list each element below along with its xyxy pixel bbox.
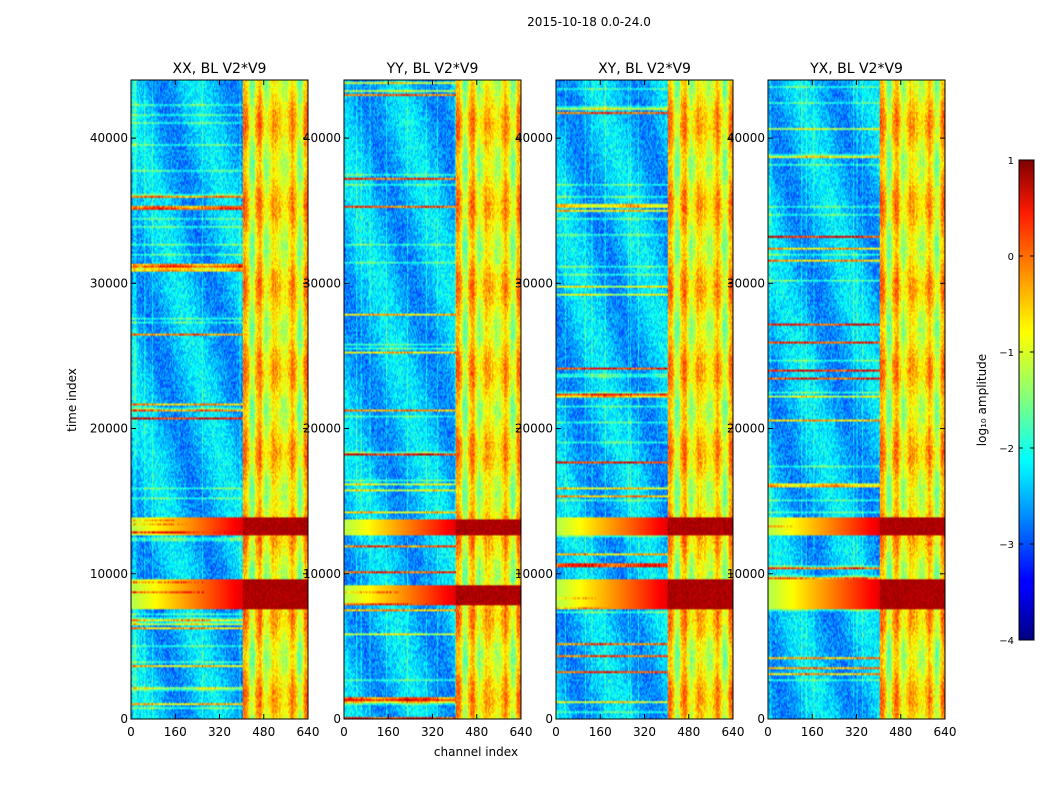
colorbar-ticks: 1 0 −1 −2 −3 −4 (999, 156, 1034, 647)
y-tick-label: 0 (333, 712, 341, 726)
x-tick-label: 640 (510, 725, 533, 739)
y-tick-label: 40000 (515, 131, 553, 145)
panel-title: XX, BL V2*V9 (173, 61, 267, 77)
panel-title: XY, BL V2*V9 (598, 61, 691, 77)
y-tick-label: 20000 (303, 422, 341, 436)
x-tick-label: 320 (421, 725, 444, 739)
colorbar-tick-label: −3 (999, 540, 1014, 551)
x-tick-label: 480 (465, 725, 488, 739)
heatmap-panels: XX, BL V2*V9 0 160 320 480 640 0 10000 20000 3000… (90, 61, 957, 739)
heatmap-panel-1: XX, BL V2*V9 0 160 320 480 640 0 10000 20000 3000… (90, 61, 320, 739)
heatmap-raster-3 (556, 80, 733, 719)
x-tick-label: 480 (677, 725, 700, 739)
x-tick-label: 160 (377, 725, 400, 739)
heatmap-raster-4 (768, 80, 945, 719)
x-tick-label: 640 (722, 725, 745, 739)
y-tick-label: 30000 (303, 276, 341, 290)
y-tick-label: 40000 (90, 131, 128, 145)
colorbar-gradient (1018, 159, 1035, 641)
y-tick-label: 20000 (515, 422, 553, 436)
colorbar-tick-label: −2 (999, 444, 1014, 455)
colorbar-tick-label: 1 (1008, 156, 1014, 167)
heatmap-panel-3: XY, BL V2*V9 0 160 320 480 640 0 10000 20000 3000… (515, 61, 745, 739)
y-tick-label: 10000 (727, 567, 765, 581)
x-tick-label: 320 (208, 725, 231, 739)
x-tick-label: 0 (764, 725, 772, 739)
y-tick-label: 40000 (727, 131, 765, 145)
y-tick-label: 30000 (727, 276, 765, 290)
y-tick-label: 20000 (727, 422, 765, 436)
y-tick-label: 40000 (303, 131, 341, 145)
heatmap-raster-1 (131, 80, 308, 719)
x-tick-label: 160 (164, 725, 187, 739)
y-tick-label: 30000 (515, 276, 553, 290)
x-tick-label: 160 (801, 725, 824, 739)
panel-title: YX, BL V2*V9 (809, 61, 903, 77)
x-tick-label: 640 (934, 725, 957, 739)
colorbar-label: log₁₀ amplitude (975, 354, 989, 446)
y-tick-label: 30000 (90, 276, 128, 290)
x-tick-label: 0 (552, 725, 560, 739)
y-tick-label: 10000 (515, 567, 553, 581)
panel-title: YY, BL V2*V9 (386, 61, 479, 77)
y-tick-label: 20000 (90, 422, 128, 436)
colorbar-tick-label: 0 (1008, 252, 1014, 263)
colorbar-tick-label: −4 (999, 636, 1014, 647)
x-tick-label: 320 (845, 725, 868, 739)
x-tick-label: 0 (127, 725, 135, 739)
figure-suptitle: 2015-10-18 0.0-24.0 (527, 15, 651, 29)
x-tick-label: 0 (340, 725, 348, 739)
heatmap-panel-2: YY, BL V2*V9 0 160 320 480 640 0 10000 20000 3000… (303, 61, 533, 739)
y-tick-label: 0 (757, 712, 765, 726)
shared-x-axis-label: channel index (434, 745, 518, 759)
colorbar-tick-label: −1 (999, 348, 1014, 359)
heatmap-panel-4: YX, BL V2*V9 0 160 320 480 640 0 10000 20000 3000… (727, 61, 957, 739)
x-tick-label: 640 (297, 725, 320, 739)
colorbar: 1 0 −1 −2 −3 −4 log₁₀ amplitude (975, 156, 1035, 647)
x-tick-label: 320 (633, 725, 656, 739)
y-tick-label: 0 (120, 712, 128, 726)
y-tick-label: 10000 (303, 567, 341, 581)
y-tick-label: 0 (545, 712, 553, 726)
shared-y-axis-label: time index (65, 368, 79, 432)
y-tick-label: 10000 (90, 567, 128, 581)
x-tick-label: 160 (589, 725, 612, 739)
x-tick-label: 480 (252, 725, 275, 739)
heatmap-raster-2 (344, 80, 521, 719)
x-tick-label: 480 (889, 725, 912, 739)
